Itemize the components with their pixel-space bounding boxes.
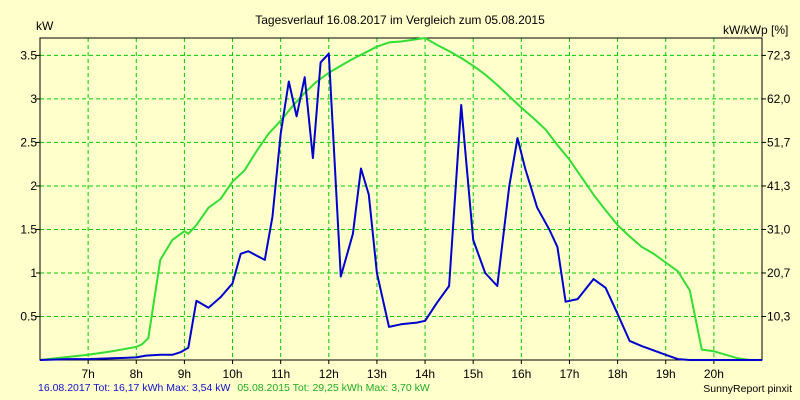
series-line-1 <box>39 52 762 361</box>
x-tick-label: 8h <box>130 367 143 381</box>
x-tick-label: 18h <box>608 367 628 381</box>
y-axis-label-left: kW <box>36 19 54 33</box>
y-tick-label-left: 1 <box>30 266 37 280</box>
grid <box>40 38 762 360</box>
y-tick-label-right: 20,7 <box>767 266 791 280</box>
y-tick-label-left: 2.5 <box>20 135 37 149</box>
x-tick-label: 14h <box>415 367 435 381</box>
x-tick-label: 13h <box>367 367 387 381</box>
y-axis-label-right: kW/kWp [%] <box>723 23 788 37</box>
chart-title: Tagesverlauf 16.08.2017 im Vergleich zum… <box>255 13 545 27</box>
x-tick-label: 19h <box>656 367 676 381</box>
x-tick-label: 20h <box>704 367 724 381</box>
series-line-2 <box>39 37 762 361</box>
series-lines <box>39 37 762 361</box>
y-tick-label-left: 0.5 <box>20 309 37 323</box>
x-tick-label: 7h <box>81 367 94 381</box>
series1-summary: 16.08.2017 Tot: 16,17 kWh Max: 3,54 kW <box>38 382 231 394</box>
plot-frame <box>39 37 763 361</box>
y-tick-label-left: 2 <box>30 179 37 193</box>
footer-summary: 16.08.2017 Tot: 16,17 kWh Max: 3,54 kW 0… <box>38 382 430 394</box>
brand-label: SunnyReport pinxit <box>703 383 792 395</box>
x-tick-label: 10h <box>223 367 243 381</box>
y-tick-label-right: 31,0 <box>767 222 791 236</box>
y-tick-label-right: 51,7 <box>767 135 791 149</box>
x-tick-label: 11h <box>271 367 290 381</box>
y-tick-label-left: 3 <box>30 92 37 106</box>
x-tick-label: 17h <box>559 367 579 381</box>
tick-marks <box>36 54 766 364</box>
y-tick-label-right: 41,3 <box>767 179 791 193</box>
x-tick-label: 12h <box>319 367 339 381</box>
y-tick-label-left: 1.5 <box>20 222 37 236</box>
series2-summary: 05.08.2015 Tot: 29,25 kWh Max: 3,70 kW <box>237 382 430 394</box>
y-tick-label-left: 3.5 <box>20 48 37 62</box>
y-tick-label-right: 62,0 <box>767 92 791 106</box>
x-tick-label: 15h <box>463 367 483 381</box>
tick-labels: 7h 8h 9h 10h 11h 12h 13h 14h 15h 16h 17h 18h 19h 20h 0… <box>20 48 790 381</box>
y-tick-label-right: 10,3 <box>767 309 791 323</box>
x-tick-label: 16h <box>511 367 531 381</box>
y-tick-label-right: 72,3 <box>767 48 791 62</box>
x-tick-label: 9h <box>178 367 191 381</box>
